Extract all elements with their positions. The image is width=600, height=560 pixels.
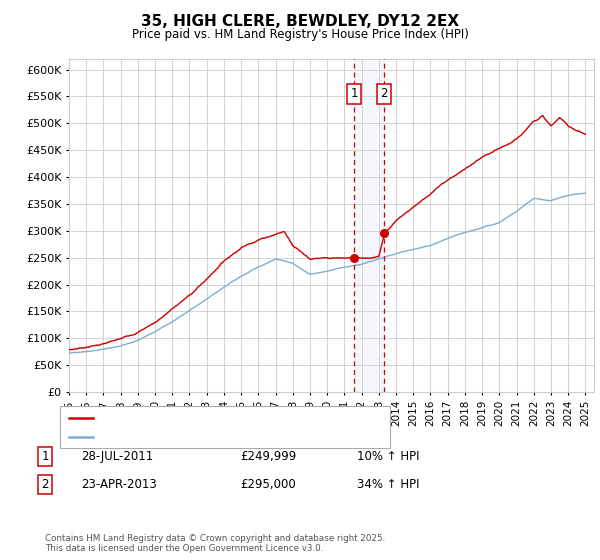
Text: Contains HM Land Registry data © Crown copyright and database right 2025.
This d: Contains HM Land Registry data © Crown c… [45,534,385,553]
Text: £295,000: £295,000 [240,478,296,491]
Text: 10% ↑ HPI: 10% ↑ HPI [357,450,419,463]
Text: £249,999: £249,999 [240,450,296,463]
Bar [354,59,384,392]
Text: 1: 1 [350,87,358,100]
Text: 35, HIGH CLERE, BEWDLEY, DY12 2EX: 35, HIGH CLERE, BEWDLEY, DY12 2EX [141,14,459,29]
Text: 2: 2 [41,478,49,491]
Text: HPI: Average price, detached house, Wyre Forest: HPI: Average price, detached house, Wyre… [99,432,354,442]
Text: 1: 1 [41,450,49,463]
Text: 35, HIGH CLERE, BEWDLEY, DY12 2EX (detached house): 35, HIGH CLERE, BEWDLEY, DY12 2EX (detac… [99,413,391,423]
Text: 28-JUL-2011: 28-JUL-2011 [81,450,153,463]
Text: 2: 2 [380,87,388,100]
Text: 34% ↑ HPI: 34% ↑ HPI [357,478,419,491]
Text: 23-APR-2013: 23-APR-2013 [81,478,157,491]
Text: Price paid vs. HM Land Registry's House Price Index (HPI): Price paid vs. HM Land Registry's House … [131,28,469,41]
